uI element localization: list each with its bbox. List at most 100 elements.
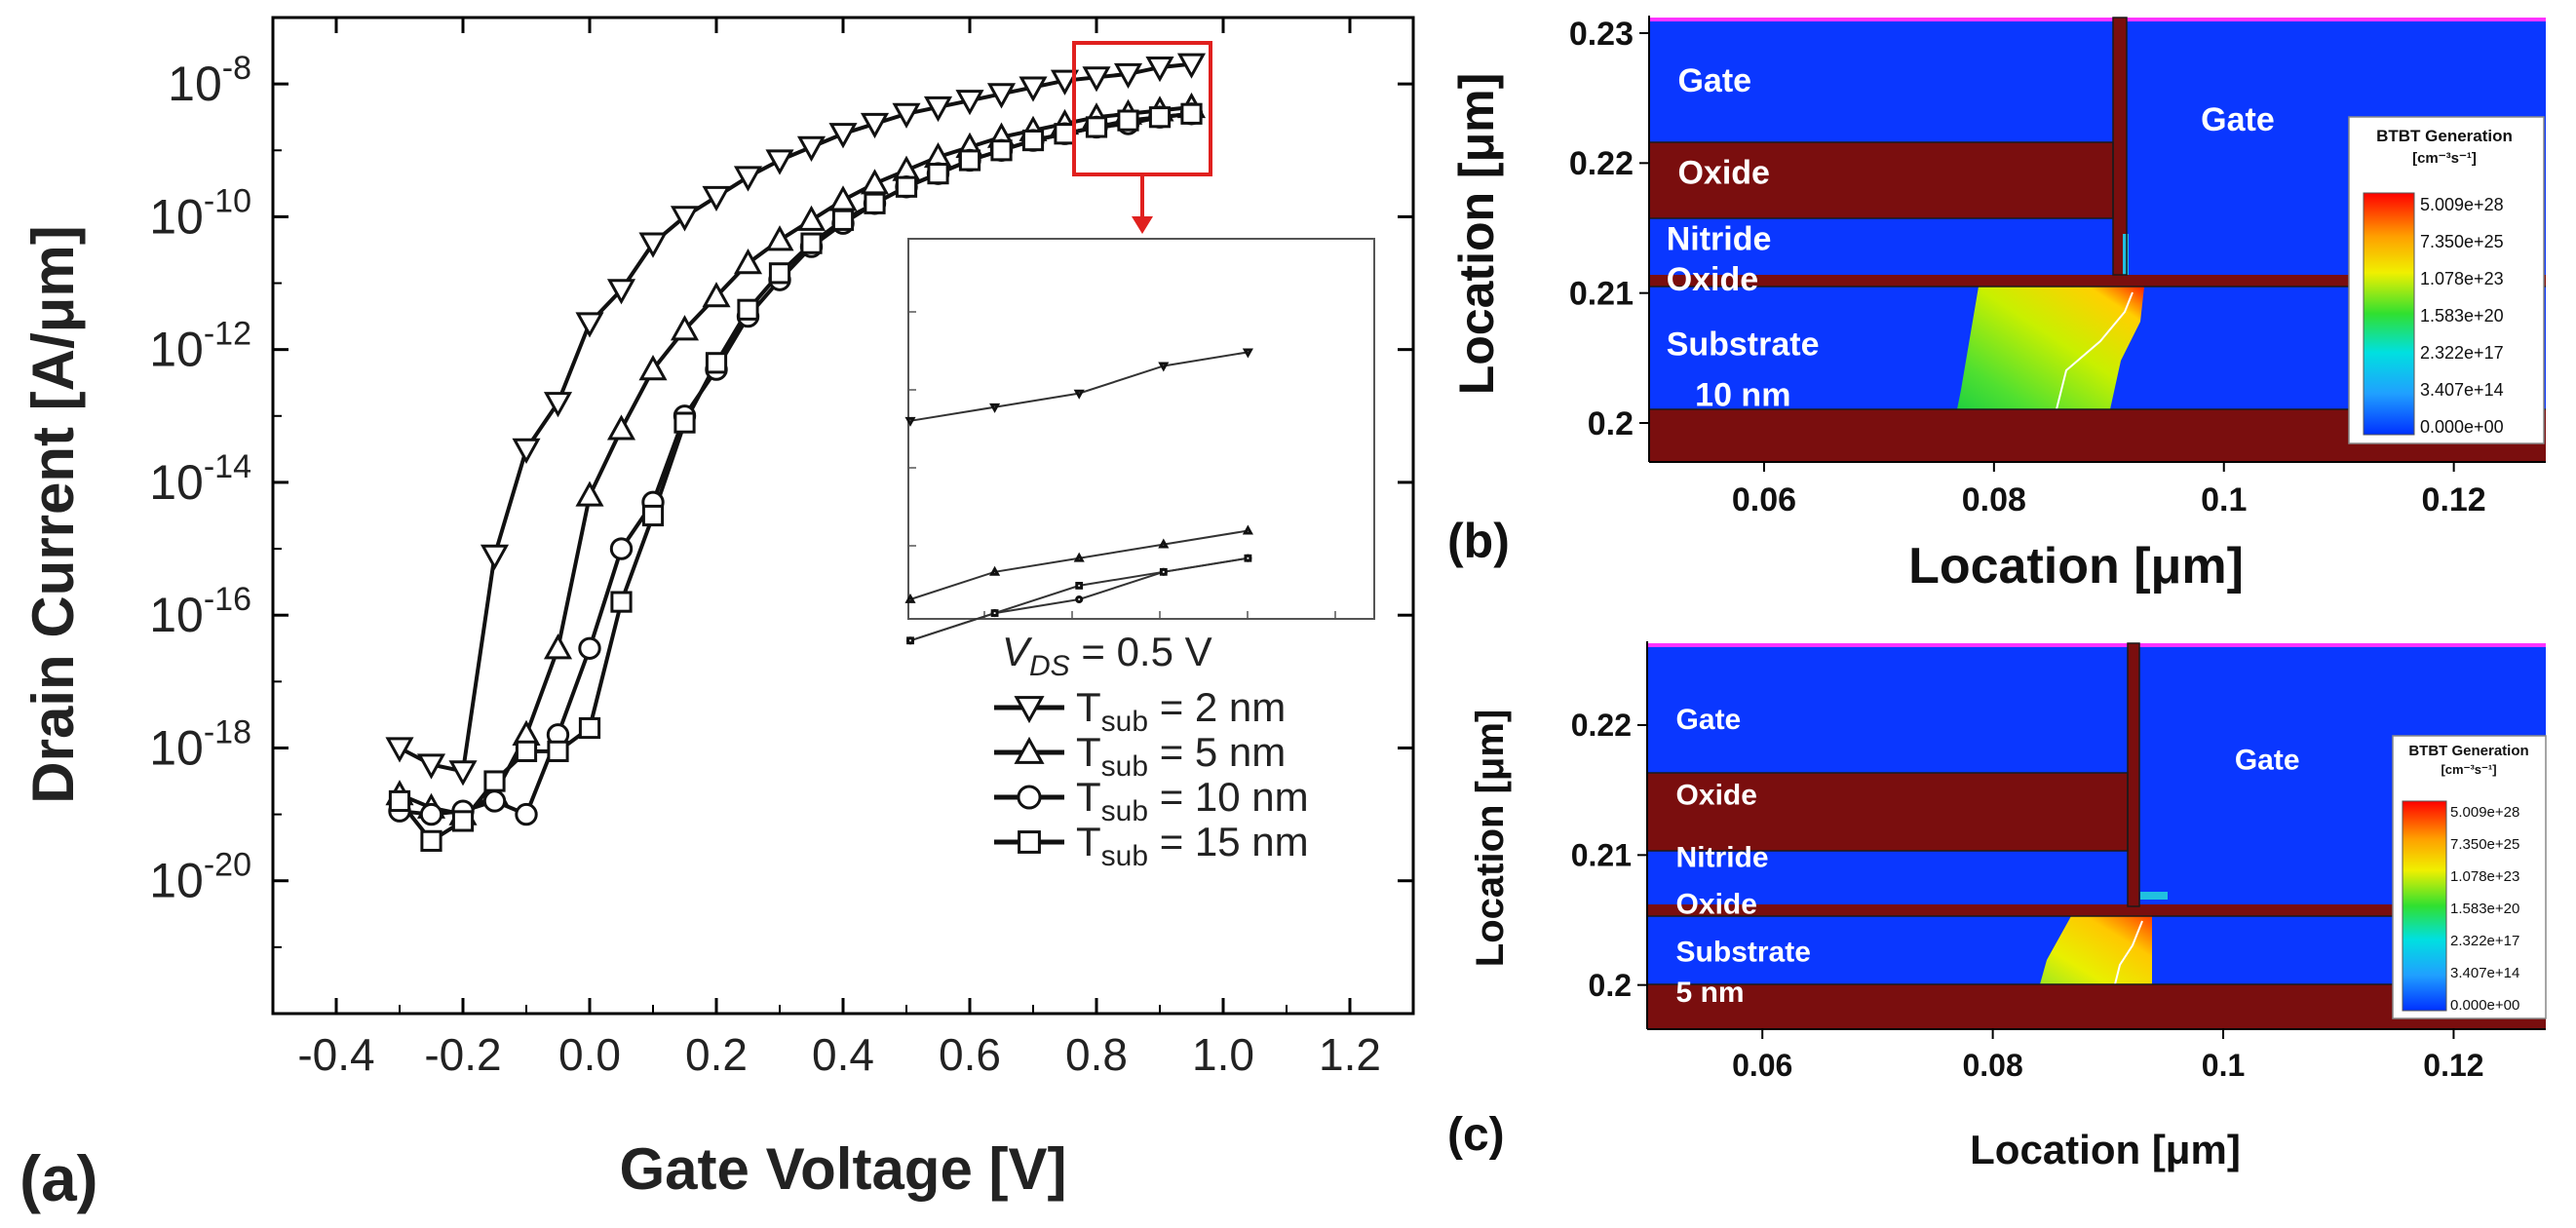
data-point-triangle-up <box>606 414 636 441</box>
colorbar-label: 1.078e+23 <box>2420 269 2504 288</box>
data-point-square <box>800 232 823 254</box>
data-point-triangle-down <box>1073 389 1085 400</box>
data-point-circle <box>578 636 601 660</box>
colorbar-label: 7.350e+25 <box>2450 836 2519 853</box>
legend-label-base: T <box>1076 729 1101 775</box>
data-point-square <box>831 209 855 231</box>
legend-label-sub: sub <box>1101 706 1148 738</box>
data-point-triangle-down <box>733 166 763 192</box>
data-point-triangle-up <box>989 565 1001 576</box>
region-label: Gate <box>2201 101 2275 138</box>
data-point-triangle-down <box>923 96 953 123</box>
legend-title: BTBT Generation <box>2376 127 2513 145</box>
panel-c-region-labels: Gate Gate Oxide Nitride Oxide Substrate 5 nm <box>1676 704 2300 1009</box>
data-point-triangle-down <box>955 90 984 116</box>
y-tick-exponent: -8 <box>222 50 251 87</box>
thin-oxide-region <box>1647 904 2546 916</box>
x-tick-label: 0.06 <box>1732 481 1796 518</box>
data-point-square <box>451 810 475 832</box>
data-point-circle <box>419 802 443 826</box>
data-point-triangle-down <box>1242 348 1253 359</box>
region-label: Nitride <box>1676 841 1769 873</box>
legend-label-base: T <box>1076 774 1101 820</box>
data-point-triangle-down <box>904 416 916 427</box>
data-point-triangle-down <box>512 438 541 464</box>
data-point-square <box>420 829 442 852</box>
y-tick-base: 10 <box>149 720 204 775</box>
y-tick-label: 10-16 <box>149 581 251 642</box>
y-tick-label: 0.23 <box>1569 16 1634 53</box>
y-tick-exponent: -10 <box>204 182 251 219</box>
top-boundary <box>1647 643 2546 647</box>
y-tick-label: 0.2 <box>1588 405 1634 442</box>
data-point-triangle-down <box>1050 69 1080 96</box>
region-label: Substrate <box>1667 326 1820 364</box>
data-point-triangle-down <box>575 312 604 338</box>
panel-b-legend: BTBT Generation [cm⁻³s⁻¹] 5.009e+28 7.350… <box>2348 116 2545 444</box>
legend-label: Tsub = 5 nm <box>1076 729 1286 783</box>
region-label: Gate <box>1676 704 1742 736</box>
legend-label-rest: = 5 nm <box>1148 729 1286 775</box>
data-point-square <box>1018 830 1041 854</box>
data-point-square <box>906 636 914 645</box>
colorbar-label: 1.583e+20 <box>2450 901 2519 917</box>
y-tick-exponent: -20 <box>204 847 251 884</box>
region-label: 10 nm <box>1695 377 1790 414</box>
colorbar-label: 1.583e+20 <box>2420 306 2504 326</box>
vertical-spacer <box>2128 643 2139 906</box>
x-tick-label: 0.1 <box>2202 1048 2245 1083</box>
y-tick-label: 10-10 <box>149 182 251 244</box>
colorbar-labels: 5.009e+28 7.350e+25 1.078e+23 1.583e+20 2.32… <box>2450 804 2519 1014</box>
btbt-hotspot <box>2040 916 2152 984</box>
data-point-square <box>515 740 538 762</box>
data-point-square <box>1117 109 1139 132</box>
data-point-triangle-up <box>1073 552 1085 562</box>
hotspot-tip <box>2140 892 2168 900</box>
data-point-triangle-up <box>638 355 668 381</box>
x-tick-label: 0.08 <box>1962 481 2026 518</box>
y-tick-base: 10 <box>168 57 222 111</box>
y-tick-label: 0.21 <box>1571 838 1632 873</box>
y-tick-label: 0.22 <box>1571 708 1632 743</box>
data-point-triangle-down <box>1145 57 1174 83</box>
colorbar <box>2363 192 2415 436</box>
y-tick-exponent: -18 <box>204 713 251 750</box>
colorbar-label: 0.000e+00 <box>2450 997 2519 1014</box>
data-point-triangle-down <box>385 737 414 763</box>
y-tick-exponent: -14 <box>204 448 251 485</box>
legend-label: Tsub = 2 nm <box>1076 684 1286 738</box>
panel-a-series <box>385 53 1207 852</box>
panel-b-x-axis-label: Location [μm] <box>1908 538 2244 595</box>
colorbar-label: 5.009e+28 <box>2450 804 2519 821</box>
region-label: Nitride <box>1667 221 1772 258</box>
colorbar-label: 1.078e+23 <box>2450 868 2519 885</box>
panel-c-x-axis-label: Location [μm] <box>1970 1127 2241 1172</box>
data-point-triangle-down <box>796 135 827 162</box>
panel-c-legend: BTBT Generation [cm⁻³s⁻¹] 5.009e+28 7.350… <box>2392 735 2547 1019</box>
data-point-triangle-down <box>1082 66 1111 93</box>
x-tick-label: 0.6 <box>939 1029 1001 1080</box>
data-point-square <box>673 411 696 434</box>
data-point-square <box>483 770 506 792</box>
panel-c: Gate Gate Oxide Nitride Oxide Substrate 5 nm B… <box>1447 641 2547 1172</box>
data-point-triangle-up <box>670 315 700 341</box>
data-point-square <box>705 352 728 374</box>
data-point-circle <box>482 789 507 813</box>
vertical-spacer <box>2113 18 2127 275</box>
data-point-circle <box>515 802 538 826</box>
x-tick-label: 1.2 <box>1319 1029 1381 1080</box>
data-point-triangle-up <box>543 633 573 660</box>
y-tick-label: 10-12 <box>149 316 251 377</box>
data-point-square <box>1159 567 1168 576</box>
btbt-hotspot <box>1957 287 2144 409</box>
panel-c-y-axis-label: Location [μm] <box>1469 710 1512 967</box>
data-point-triangle-down <box>638 232 668 258</box>
data-point-triangle-up <box>702 282 731 308</box>
colorbar <box>2402 800 2447 1012</box>
y-tick-base: 10 <box>149 588 204 642</box>
data-point-triangle-up <box>904 593 916 603</box>
data-point-triangle-down <box>670 206 700 232</box>
data-point-triangle-up <box>860 169 890 195</box>
legend-condition: VDS = 0.5 V <box>1002 629 1212 682</box>
